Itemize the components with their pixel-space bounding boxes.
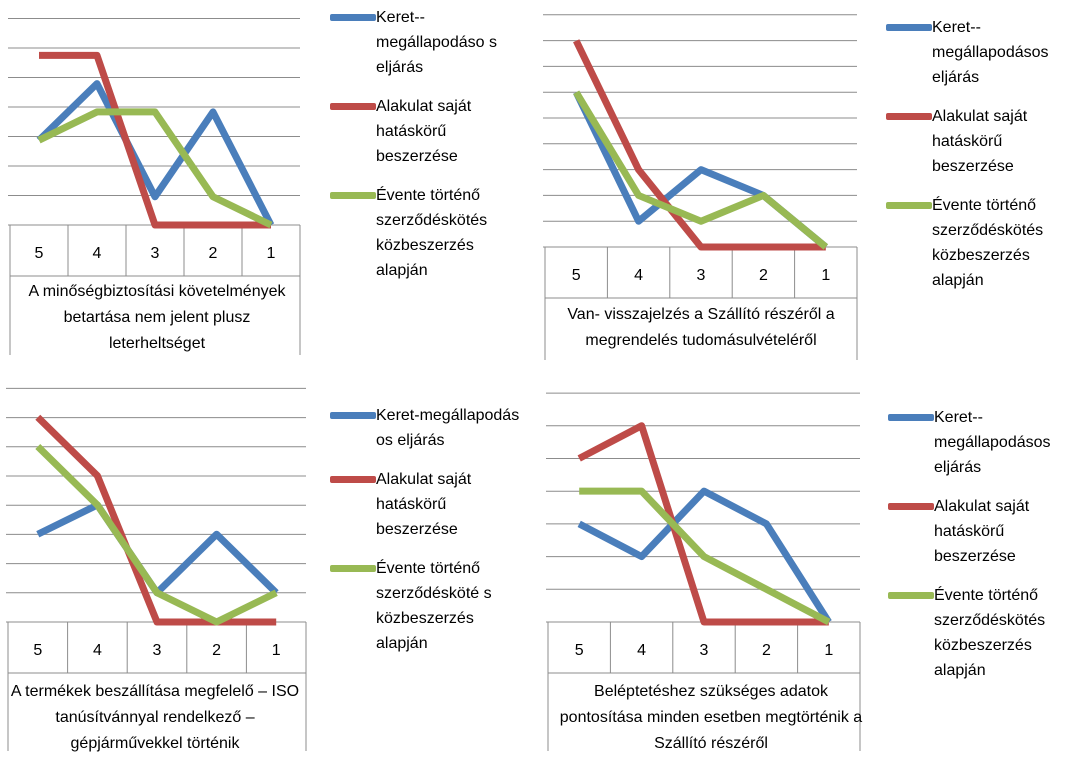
line-chart-2: 5 4 3 2 1 [543,14,858,360]
line-chart-3: 5 4 3 2 1 [6,387,307,751]
legend-item-1: Keret-­megállapodáso s eljárás [330,5,525,80]
legend-label: Alakulat saját hatáskörű beszerzése [932,108,1028,175]
x-tick-label: 1 [821,267,830,284]
x-tick-label: 3 [697,267,706,284]
legend-swatch [330,103,376,110]
legend-swatch [888,414,934,421]
chart-title-1: A minőségbiztosítási követelmények betar… [28,283,286,352]
series-line-3 [35,444,278,626]
legend-swatch [888,592,934,599]
legend-swatch [886,202,932,209]
series-line-2 [35,414,277,626]
x-tick-label: 2 [212,642,221,659]
legend-item-3: Évente történő szerződéskötés közbeszerz… [886,193,1071,293]
x-tick-label: 5 [572,267,581,284]
chart-title-2: Van- visszajelzés a Szállító részéről a … [567,306,835,349]
legend-label: Keret-­megállapodáso s eljárás [376,9,497,76]
chart-panel-3: 5 4 3 2 1 A termékek beszállítása megfelelő … [0,0,530,752]
chart-panel-2: 5 4 3 2 1 Van- visszajelzés a Szállító részé… [0,0,1073,370]
gridlines [546,392,860,623]
legend-swatch [330,476,376,483]
legend-item-1: Keret-­megállapodás os eljárás [330,403,525,453]
chart-title-3: A termékek beszállítása megfelelő – ISO … [10,683,300,752]
line-chart-4: 5 4 3 2 1 [546,392,861,751]
x-tick-label: 1 [824,642,833,659]
x-tick-label: 2 [759,267,768,284]
x-tick-label: 1 [272,642,281,659]
legend-label: Alakulat saját hatáskörű beszerzése [376,471,472,538]
legend-item-3: Évente történő szerződésköté s közbeszer… [330,556,525,656]
series-line-2 [39,51,271,229]
legend-label: Évente történő szerződéskötés közbeszerz… [376,187,488,279]
line-chart-1: 5 4 3 2 1 [8,18,301,355]
series-line-3 [573,90,829,250]
legend-item-1: Keret-­megállapodásos eljárás [886,15,1071,90]
x-tick-label: 2 [762,642,771,659]
chart-title-4: Beléptetéshez szükséges adatok pontosítá… [559,683,863,752]
series-line-3 [37,108,273,229]
legend-label: Évente történő szerződésköté s közbeszer… [376,560,492,652]
legend-label: Évente történő szerződéskötés közbeszerz… [932,197,1044,289]
x-tick-label: 4 [634,267,643,284]
legend-swatch [330,565,376,572]
series-line-2 [573,39,826,251]
chart-legend-2: Keret-­megállapodásos eljárás Alakulat sa… [886,15,1071,307]
chart-legend-3: Keret-­megállapodás os eljárás Alakulat s… [330,403,525,670]
x-tick-label: 5 [575,642,584,659]
gridlines [8,18,300,226]
legend-swatch [886,113,932,120]
x-tick-label: 5 [35,245,44,262]
legend-label: Évente történő szerződéskötés közbeszerz… [934,587,1046,679]
x-tick-label: 3 [151,245,160,262]
legend-swatch [886,24,932,31]
legend-item-3: Évente történő szerződéskötés közbeszerz… [330,183,525,283]
legend-item-3: Évente történő szerződéskötés közbeszerz… [888,583,1073,683]
x-tick-label: 3 [153,642,162,659]
series-line-3 [579,487,831,626]
legend-item-2: Alakulat saját hatáskörű beszerzése [330,94,525,169]
legend-label: Alakulat saját hatáskörű beszerzése [934,498,1030,565]
legend-label: Keret-­megállapodásos eljárás [932,19,1049,86]
chart-panel-1: 5 4 3 2 1 A minőségbiztosítási követelmények… [0,0,530,370]
legend-swatch [330,412,376,419]
x-tick-label: 2 [209,245,218,262]
series-line-1 [36,80,275,227]
x-tick-label: 4 [93,642,102,659]
legend-swatch [330,192,376,199]
chart-legend-4: Keret-­megállapodásos eljárás Alakulat sa… [888,405,1073,697]
x-tick-label: 4 [93,245,102,262]
legend-label: Alakulat saját hatáskörű beszerzése [376,98,472,165]
legend-item-2: Alakulat saját hatáskörű beszerzése [886,104,1071,179]
legend-item-2: Alakulat saját hatáskörű beszerzése [330,467,525,542]
legend-label: Keret-­megállapodásos eljárás [934,409,1051,476]
x-tick-label: 5 [33,642,42,659]
legend-swatch [888,503,934,510]
series-line-2 [577,422,829,626]
series-line-1 [577,487,832,624]
chart-legend-1: Keret-­megállapodáso s eljárás Alakulat s… [330,5,525,297]
x-tick-label: 4 [637,642,646,659]
legend-swatch [330,14,376,21]
x-tick-label: 1 [267,245,276,262]
legend-label: Keret-­megállapodás os eljárás [376,407,520,449]
legend-item-2: Alakulat saját hatáskörű beszerzése [888,494,1073,569]
x-tick-label: 3 [700,642,709,659]
legend-item-1: Keret-­megállapodásos eljárás [888,405,1073,480]
